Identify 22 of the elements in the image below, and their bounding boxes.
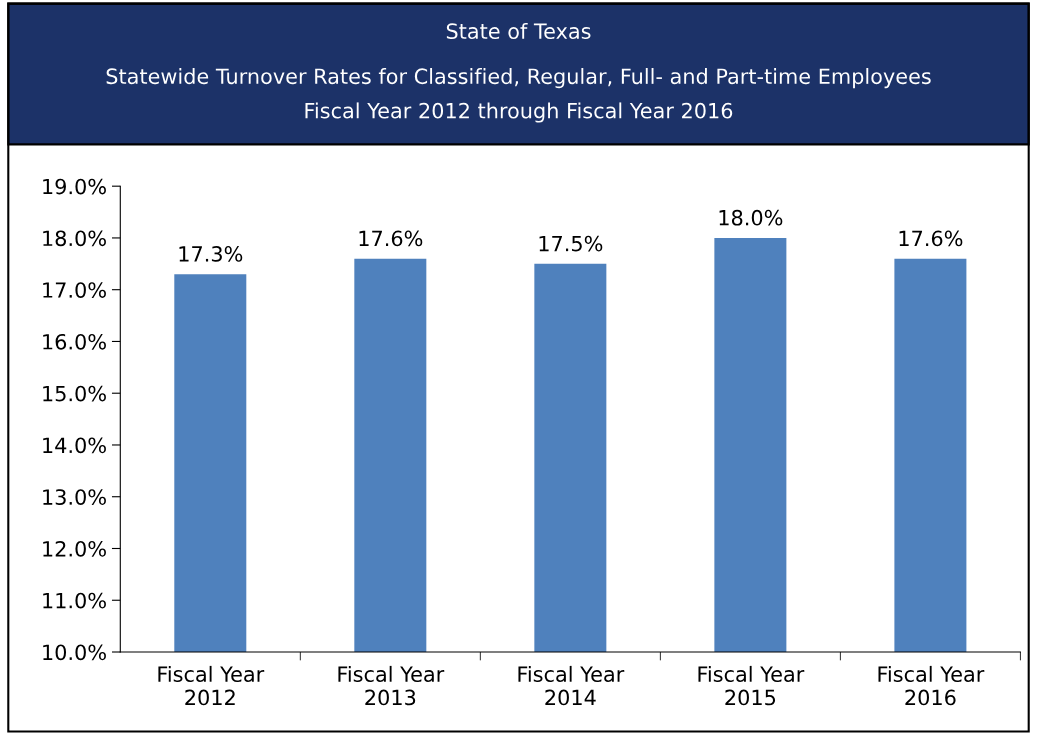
data-label: 18.0% (719, 209, 783, 226)
y-tick-label: 18.0% (43, 230, 106, 247)
y-tick-label: 14.0% (43, 437, 106, 454)
x-tick-label: Fiscal Year 2016 (878, 665, 985, 706)
y-tick-label: 17.0% (43, 282, 106, 298)
x-tick-label: Fiscal Year 2015 (698, 665, 805, 706)
x-tick-label: Fiscal Year 2013 (338, 665, 445, 706)
x-tick-label: Fiscal Year 2012 (158, 665, 265, 706)
y-tick-label: 10.0% (43, 644, 106, 661)
data-label: 17.3% (179, 246, 243, 262)
x-tick-label: Fiscal Year 2014 (518, 665, 625, 706)
y-tick-label: 11.0% (43, 592, 106, 609)
chart-subtitle: Statewide Turnover Rates for Classified, Regular, Full- and Part-time Employees Fiscal Year 2012 through Fiscal Year 2016 (106, 68, 931, 123)
y-tick-label: 13.0% (43, 489, 106, 505)
data-label: 17.5% (539, 235, 603, 252)
y-tick-label: 16.0% (43, 333, 106, 350)
data-label: 17.6% (899, 230, 963, 247)
data-label: 17.6% (359, 230, 423, 247)
y-tick-label: 19.0% (43, 178, 106, 195)
y-tick-label: 12.0% (43, 540, 106, 557)
chart-title: State of Texas (446, 22, 591, 40)
y-tick-label: 15.0% (43, 385, 106, 402)
